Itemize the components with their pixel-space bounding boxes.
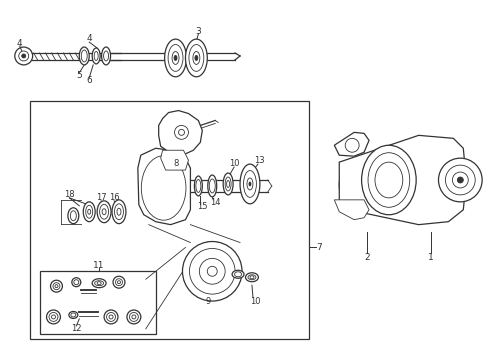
Ellipse shape <box>195 176 202 196</box>
Text: 17: 17 <box>96 193 106 202</box>
Ellipse shape <box>69 311 78 319</box>
Ellipse shape <box>79 47 89 65</box>
Circle shape <box>182 242 242 301</box>
Ellipse shape <box>208 175 217 197</box>
Ellipse shape <box>185 39 207 77</box>
Ellipse shape <box>104 310 118 324</box>
Text: 7: 7 <box>317 243 322 252</box>
Ellipse shape <box>68 208 79 224</box>
Text: 18: 18 <box>64 190 74 199</box>
Ellipse shape <box>113 276 125 288</box>
Text: 4: 4 <box>17 39 23 48</box>
Polygon shape <box>138 148 191 225</box>
Bar <box>40 271 156 334</box>
Ellipse shape <box>339 160 369 210</box>
Ellipse shape <box>232 270 244 278</box>
Ellipse shape <box>174 55 177 60</box>
Text: 1: 1 <box>428 253 434 262</box>
Ellipse shape <box>195 55 198 60</box>
Circle shape <box>439 158 482 202</box>
Text: 14: 14 <box>210 198 221 207</box>
Text: 10: 10 <box>229 159 239 168</box>
Ellipse shape <box>101 47 111 65</box>
Text: 6: 6 <box>86 76 92 85</box>
Ellipse shape <box>92 279 106 288</box>
Polygon shape <box>339 135 466 225</box>
Text: 9: 9 <box>206 297 211 306</box>
Ellipse shape <box>127 310 141 324</box>
Ellipse shape <box>83 202 95 222</box>
Text: 3: 3 <box>196 27 201 36</box>
Ellipse shape <box>249 182 251 186</box>
Ellipse shape <box>165 39 187 77</box>
Ellipse shape <box>72 278 81 287</box>
Ellipse shape <box>245 273 258 282</box>
Polygon shape <box>334 200 369 220</box>
Ellipse shape <box>47 310 60 324</box>
Ellipse shape <box>223 173 233 195</box>
Text: 2: 2 <box>364 253 370 262</box>
Circle shape <box>22 54 25 58</box>
Ellipse shape <box>362 145 416 215</box>
Text: 13: 13 <box>255 156 265 165</box>
Ellipse shape <box>92 48 100 64</box>
Circle shape <box>457 177 464 183</box>
Text: 10: 10 <box>250 297 260 306</box>
Ellipse shape <box>97 201 111 223</box>
Ellipse shape <box>145 161 182 215</box>
Ellipse shape <box>172 51 179 64</box>
Text: 15: 15 <box>197 202 208 211</box>
Bar <box>30 100 310 339</box>
Ellipse shape <box>141 156 186 220</box>
Text: 8: 8 <box>174 159 179 168</box>
Text: 5: 5 <box>76 71 82 80</box>
Text: 4: 4 <box>86 33 92 42</box>
Polygon shape <box>161 150 189 170</box>
Text: 11: 11 <box>94 261 105 270</box>
Ellipse shape <box>193 51 200 64</box>
Ellipse shape <box>112 200 126 224</box>
Polygon shape <box>334 132 369 156</box>
Ellipse shape <box>240 164 260 204</box>
Ellipse shape <box>50 280 62 292</box>
Polygon shape <box>159 111 202 155</box>
Text: 16: 16 <box>109 193 120 202</box>
Text: 12: 12 <box>71 324 81 333</box>
